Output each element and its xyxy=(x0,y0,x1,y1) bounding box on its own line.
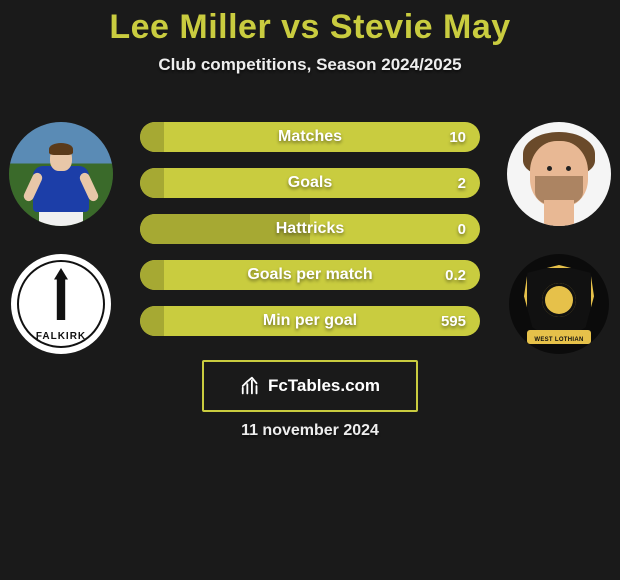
bar-left-fill xyxy=(140,306,164,336)
stat-value-p2: 2 xyxy=(458,168,466,198)
player1-column: FALKIRK xyxy=(6,122,116,354)
player2-avatar xyxy=(507,122,611,226)
stat-row: Matches 10 xyxy=(140,122,480,152)
stat-bars: Matches 10 Goals 2 Hattricks 0 Goals per… xyxy=(140,122,480,352)
page-title: Lee Miller vs Stevie May xyxy=(0,8,620,47)
player2-column: WEST LOTHIAN xyxy=(504,122,614,354)
bar-track xyxy=(140,122,480,152)
stat-value-p2: 10 xyxy=(449,122,466,152)
bar-left-fill xyxy=(140,122,164,152)
brand-box: FcTables.com xyxy=(202,360,418,412)
bar-track xyxy=(140,260,480,290)
player1-club-badge: FALKIRK xyxy=(11,254,111,354)
stat-row: Goals per match 0.2 xyxy=(140,260,480,290)
subtitle: Club competitions, Season 2024/2025 xyxy=(0,55,620,75)
stat-value-p2: 595 xyxy=(441,306,466,336)
stat-row: Min per goal 595 xyxy=(140,306,480,336)
bar-left-fill xyxy=(140,168,164,198)
bar-track xyxy=(140,306,480,336)
stat-value-p2: 0.2 xyxy=(445,260,466,290)
player1-club-label: FALKIRK xyxy=(11,331,111,342)
stat-value-p2: 0 xyxy=(458,214,466,244)
bar-left-fill xyxy=(140,214,310,244)
bar-track xyxy=(140,214,480,244)
comparison-card: Lee Miller vs Stevie May Club competitio… xyxy=(0,0,620,580)
chart-icon xyxy=(240,375,262,397)
brand-text: FcTables.com xyxy=(268,376,380,396)
player2-club-badge: WEST LOTHIAN xyxy=(509,254,609,354)
player2-club-banner: WEST LOTHIAN xyxy=(534,337,583,343)
player1-avatar xyxy=(9,122,113,226)
date-label: 11 november 2024 xyxy=(0,422,620,440)
bar-track xyxy=(140,168,480,198)
stat-row: Hattricks 0 xyxy=(140,214,480,244)
stat-row: Goals 2 xyxy=(140,168,480,198)
bar-left-fill xyxy=(140,260,164,290)
